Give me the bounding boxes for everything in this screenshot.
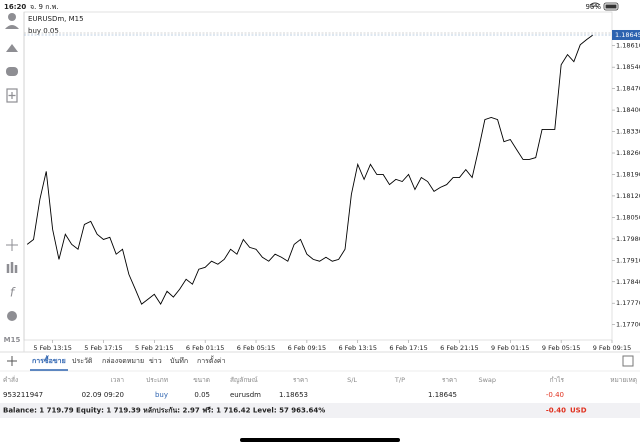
summary-profit: -0.40 bbox=[546, 407, 566, 415]
add-button[interactable] bbox=[7, 356, 17, 366]
column-header: ขนาด bbox=[193, 376, 210, 384]
tab[interactable]: กล่องจดหมาย bbox=[102, 357, 144, 365]
tab[interactable]: การซื้อขาย bbox=[32, 354, 66, 365]
account-icon-body[interactable] bbox=[5, 25, 19, 29]
cell-profit: -0.40 bbox=[546, 391, 564, 399]
home-indicator bbox=[240, 438, 400, 442]
tab[interactable]: การตั้งค่า bbox=[197, 354, 226, 365]
price-box-label: 1.18645 bbox=[615, 31, 640, 39]
timeframe[interactable]: M15 bbox=[4, 336, 21, 344]
y-tick-label: 1.18120 bbox=[616, 192, 640, 200]
trade-icon[interactable] bbox=[6, 44, 18, 52]
new-order-plus[interactable] bbox=[8, 92, 16, 99]
y-tick-label: 1.18190 bbox=[616, 170, 640, 178]
column-header: กำไร bbox=[550, 376, 565, 384]
status-date: จ. 9 ก.พ. bbox=[30, 3, 59, 11]
summary-currency: USD bbox=[570, 407, 587, 415]
x-tick-label: 5 Feb 17:15 bbox=[84, 344, 123, 352]
crosshair-icon[interactable] bbox=[6, 239, 18, 251]
column-header: ประเภท bbox=[146, 376, 168, 384]
x-tick-label: 6 Feb 05:15 bbox=[237, 344, 276, 352]
column-header: เวลา bbox=[110, 376, 124, 384]
y-tick-label: 1.17770 bbox=[616, 299, 640, 307]
price-box bbox=[612, 29, 640, 40]
cell-price: 1.18645 bbox=[428, 391, 457, 399]
tab[interactable]: ข่าว bbox=[149, 357, 162, 365]
status-time: 16:20 bbox=[4, 3, 26, 11]
battery-text: 96% bbox=[585, 3, 601, 11]
y-tick-label: 1.18540 bbox=[616, 63, 640, 71]
x-tick-label: 9 Feb 09:15 bbox=[593, 344, 632, 352]
battery-icon bbox=[603, 2, 619, 11]
x-tick-label: 5 Feb 21:15 bbox=[135, 344, 174, 352]
cell-volume: 0.05 bbox=[194, 391, 210, 399]
x-tick-label: 9 Feb 05:15 bbox=[542, 344, 581, 352]
price-line bbox=[26, 34, 594, 306]
y-tick-label: 1.18400 bbox=[616, 106, 640, 114]
objects-icon[interactable] bbox=[7, 311, 17, 321]
cell-type: buy bbox=[155, 391, 168, 399]
x-tick-label: 6 Feb 17:15 bbox=[389, 344, 428, 352]
x-tick-label: 6 Feb 21:15 bbox=[440, 344, 479, 352]
function-icon[interactable]: f bbox=[10, 286, 16, 300]
column-header: T/P bbox=[394, 376, 405, 384]
chart-title: EURUSDm, M15 bbox=[28, 15, 84, 23]
indicator-icon[interactable] bbox=[6, 262, 18, 273]
cell-time: 02.09 09:20 bbox=[82, 391, 124, 399]
column-header: หมายเหตุ bbox=[610, 376, 637, 384]
summary-text: Balance: 1 719.79 Equity: 1 719.39 หลักป… bbox=[3, 407, 325, 415]
y-tick-label: 1.17980 bbox=[616, 235, 640, 243]
y-tick-label: 1.17840 bbox=[616, 278, 640, 286]
y-tick-label: 1.17910 bbox=[616, 256, 640, 264]
y-tick-label: 1.18330 bbox=[616, 128, 640, 136]
x-tick-label: 5 Feb 13:15 bbox=[33, 344, 72, 352]
column-header: S/L bbox=[347, 376, 357, 384]
cell-order[interactable]: 953211947 bbox=[3, 391, 43, 399]
column-header: ราคา bbox=[442, 376, 457, 384]
x-tick-label: 6 Feb 01:15 bbox=[186, 344, 225, 352]
chat-icon[interactable] bbox=[6, 67, 18, 76]
column-header: คำสั่ง bbox=[3, 375, 18, 384]
tab[interactable]: บันทึก bbox=[170, 356, 188, 365]
wifi-icon bbox=[589, 2, 601, 8]
y-tick-label: 1.18610 bbox=[616, 42, 640, 50]
plot-area bbox=[23, 11, 613, 341]
y-tick-label: 1.18470 bbox=[616, 85, 640, 93]
battery-level bbox=[605, 4, 617, 9]
layout-button[interactable] bbox=[622, 355, 634, 367]
y-tick-label: 1.17700 bbox=[616, 321, 640, 329]
chart-annotation: buy 0.05 bbox=[28, 27, 59, 35]
x-tick-label: 6 Feb 13:15 bbox=[338, 344, 377, 352]
account-icon[interactable] bbox=[8, 13, 16, 21]
cell-symbol: eurusdm bbox=[230, 391, 261, 399]
x-tick-label: 9 Feb 01:15 bbox=[491, 344, 530, 352]
column-header: ราคา bbox=[293, 376, 308, 384]
y-tick-label: 1.18050 bbox=[616, 213, 640, 221]
y-tick-label: 1.18260 bbox=[616, 149, 640, 157]
x-tick-label: 6 Feb 09:15 bbox=[288, 344, 327, 352]
column-header: Swap bbox=[478, 376, 496, 384]
summary-band bbox=[0, 403, 640, 418]
column-header: สัญลักษณ์ bbox=[230, 376, 258, 384]
tab[interactable]: ประวัติ bbox=[72, 357, 93, 365]
new-order-icon[interactable] bbox=[6, 88, 18, 103]
cell-open-price: 1.18653 bbox=[279, 391, 308, 399]
